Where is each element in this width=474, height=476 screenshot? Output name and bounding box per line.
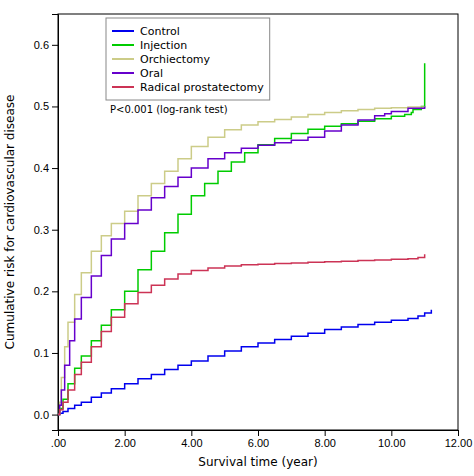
tick-label: .00: [51, 437, 66, 449]
tick: 4.00: [181, 430, 202, 449]
tick-mark: [125, 430, 126, 436]
tick-mark: [52, 353, 58, 354]
tick-mark: [52, 291, 58, 292]
tick: 6.00: [248, 430, 269, 449]
tick-label: 10.00: [378, 437, 406, 449]
legend-swatch: [112, 72, 134, 74]
tick-label: 8.00: [314, 437, 335, 449]
tick: 0.6: [34, 39, 58, 51]
tick: 0.2: [34, 285, 58, 297]
legend-label: Control: [140, 25, 180, 38]
legend-label: Radical prostatectomy: [140, 81, 264, 94]
y-axis-title: Cumulative risk for cardiovascular disea…: [3, 95, 17, 350]
series-line: [58, 106, 425, 414]
annotation: P<0.001 (log-rank test): [110, 104, 228, 115]
tick-label: 0.4: [34, 162, 49, 174]
legend-swatch: [112, 86, 134, 88]
series-line: [58, 310, 431, 415]
tick-label: 0.1: [34, 347, 49, 359]
series-line: [58, 106, 425, 414]
tick: .00: [51, 430, 66, 449]
tick: 10.00: [378, 430, 406, 449]
series-lines: [58, 63, 431, 414]
tick-mark: [52, 106, 58, 107]
tick: 0.3: [34, 224, 58, 236]
tick-mark: [458, 430, 459, 436]
tick: 0.1: [34, 347, 58, 359]
x-axis: .00 2.00 4.00 6.00 8.00 10.00 12.00: [51, 430, 472, 449]
tick-mark: [52, 230, 58, 231]
tick-mark: [52, 45, 58, 46]
tick-mark: [391, 430, 392, 436]
legend: ControlInjectionOrchiectomyOralRadical p…: [106, 18, 270, 100]
tick-mark: [52, 168, 58, 169]
chart: .002.004.006.008.0010.0012.000.00.10.20.…: [0, 0, 474, 476]
tick-label: 12.00: [445, 437, 473, 449]
x-axis-title: Survival time (year): [198, 455, 317, 469]
tick-mark: [52, 415, 58, 416]
tick-mark: [191, 430, 192, 436]
legend-label: Oral: [140, 67, 163, 80]
legend-label: Orchiectomy: [140, 53, 211, 66]
y-axis: 0.0 0.1 0.2 0.3 0.4 0.5 0.6: [34, 15, 59, 431]
tick-label: 0.5: [34, 100, 49, 112]
legend-swatch: [112, 58, 134, 60]
tick: 0.5: [34, 100, 58, 112]
legend-swatch: [112, 44, 134, 46]
legend-label: Injection: [140, 39, 187, 52]
tick-mark: [258, 430, 259, 436]
tick: 8.00: [314, 430, 335, 449]
legend-swatch: [112, 30, 134, 32]
series-line: [58, 254, 425, 414]
tick: 0.4: [34, 162, 58, 174]
tick-label: 2.00: [114, 437, 135, 449]
axis-line: [59, 431, 459, 437]
series-line: [58, 63, 425, 414]
tick: 12.00: [445, 430, 473, 449]
tick-label: 4.00: [181, 437, 202, 449]
tick: 0.0: [34, 409, 58, 421]
tick-label: 0.6: [34, 39, 49, 51]
tick-mark: [325, 430, 326, 436]
plot: .002.004.006.008.0010.0012.000.00.10.20.…: [34, 14, 473, 449]
tick-label: 0.0: [34, 409, 49, 421]
tick-label: 0.3: [34, 224, 49, 236]
tick-label: 6.00: [248, 437, 269, 449]
tick: 2.00: [114, 430, 135, 449]
plot-frame: [58, 14, 458, 430]
tick-label: 0.2: [34, 285, 49, 297]
legend-box: [106, 18, 270, 100]
